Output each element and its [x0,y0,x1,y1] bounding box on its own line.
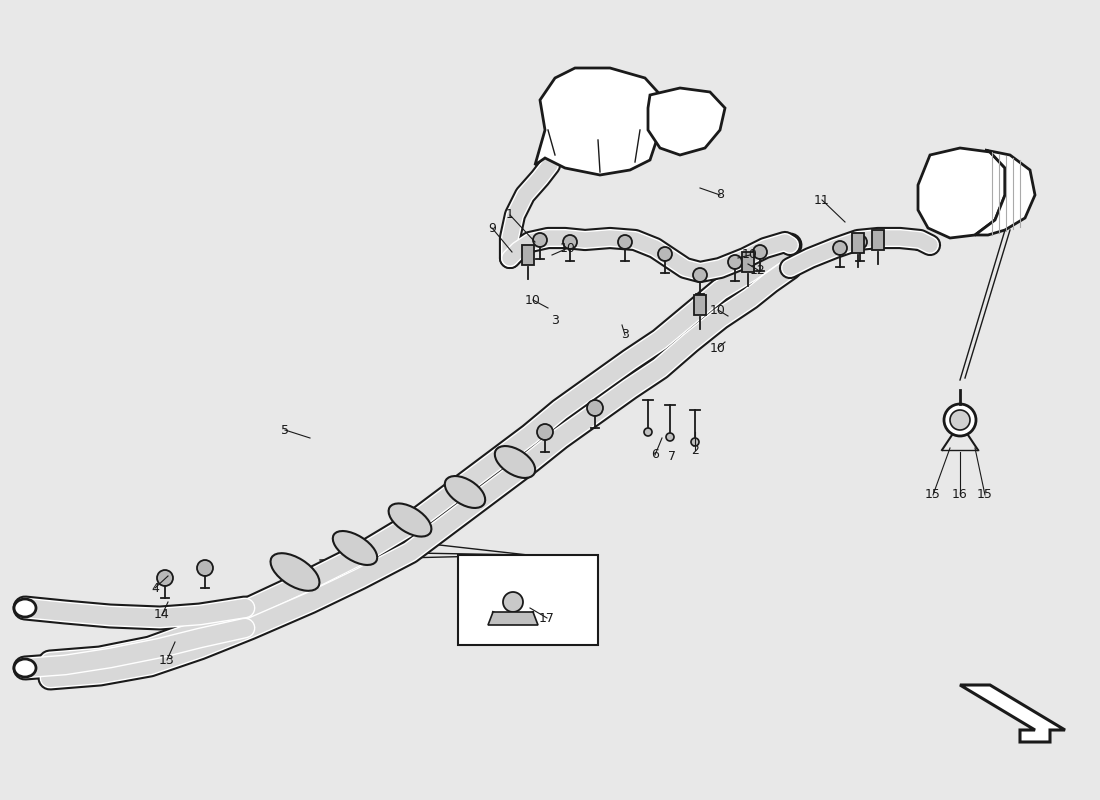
Ellipse shape [388,503,431,537]
Text: 14: 14 [154,609,169,622]
Circle shape [618,235,632,249]
Polygon shape [488,612,538,625]
Ellipse shape [14,599,36,617]
Polygon shape [960,685,1065,742]
Circle shape [157,570,173,586]
Text: 5: 5 [280,423,289,437]
Bar [852,233,864,253]
Text: 4: 4 [151,582,158,594]
Circle shape [691,438,698,446]
Circle shape [537,424,553,440]
Text: 13: 13 [160,654,175,666]
Text: 15: 15 [925,489,940,502]
Circle shape [563,235,578,249]
Text: 10: 10 [560,242,576,254]
Circle shape [833,241,847,255]
Bar [458,555,598,645]
Text: 10: 10 [711,342,726,354]
Text: 11: 11 [814,194,829,206]
Ellipse shape [495,446,536,478]
Text: 7: 7 [668,450,676,463]
Polygon shape [918,148,1005,238]
Circle shape [754,245,767,259]
Text: 16: 16 [953,489,968,502]
Polygon shape [648,88,725,155]
Text: 10: 10 [525,294,541,306]
Text: 12: 12 [750,263,766,277]
Circle shape [666,433,674,441]
Circle shape [644,428,652,436]
Bar [872,230,884,250]
Circle shape [587,400,603,416]
Bar [742,252,754,272]
Ellipse shape [444,476,485,508]
Text: 1: 1 [506,209,514,222]
Ellipse shape [14,659,36,677]
Ellipse shape [333,531,377,565]
Circle shape [658,247,672,261]
Text: 10: 10 [742,249,758,262]
Bar [694,295,706,315]
Circle shape [944,404,976,436]
Circle shape [852,235,867,249]
Bar [522,245,534,265]
Text: 9: 9 [488,222,496,234]
Text: 3: 3 [621,329,629,342]
Polygon shape [975,150,1035,235]
Polygon shape [535,68,666,175]
Circle shape [503,592,522,612]
Text: 15: 15 [977,489,993,502]
Text: 2: 2 [691,443,698,457]
Text: 6: 6 [651,449,659,462]
Ellipse shape [271,554,319,590]
Circle shape [728,255,743,269]
Text: 17: 17 [539,611,554,625]
Text: 3: 3 [551,314,559,326]
Circle shape [693,268,707,282]
Circle shape [950,410,970,430]
Text: 8: 8 [716,189,724,202]
Text: 10: 10 [711,303,726,317]
Circle shape [197,560,213,576]
Circle shape [534,233,547,247]
